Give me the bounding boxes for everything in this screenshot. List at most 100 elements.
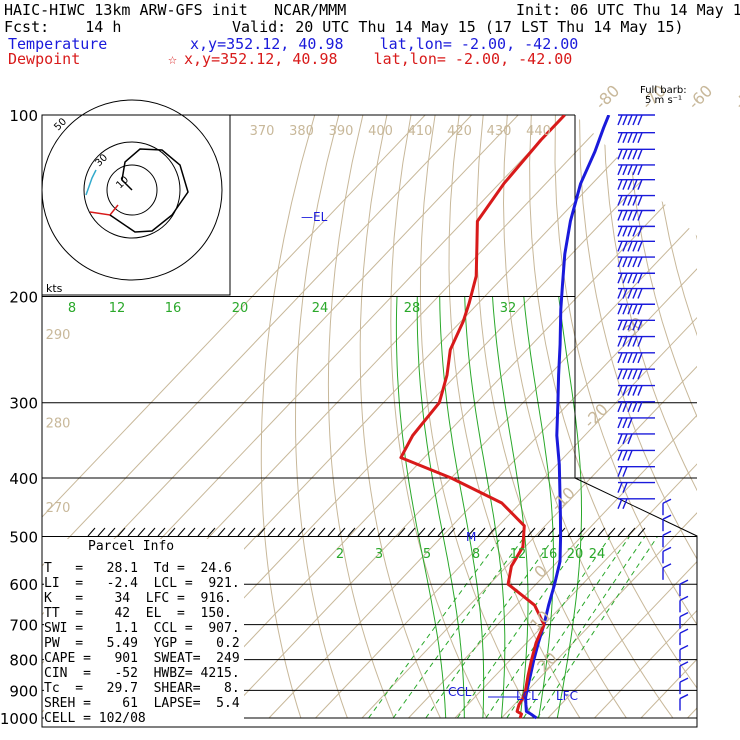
freezing-tick	[497, 527, 506, 537]
freezing-tick	[597, 527, 606, 537]
dry-adiabat	[327, 115, 395, 719]
curve-label-m: M	[466, 530, 476, 544]
moist-adiabat-label: 28	[404, 301, 421, 316]
isotherm-line	[361, 115, 697, 719]
hodograph-units: kts	[46, 282, 63, 295]
wind-barb	[679, 579, 689, 597]
dry-adiabat	[579, 115, 697, 719]
freezing-tick	[617, 527, 626, 537]
isotherm-label: -20	[580, 400, 612, 432]
curve-label-lcl: LCL	[516, 689, 538, 703]
parcel-info-row: CIN = -52 HWBZ= 4215.	[44, 666, 240, 681]
isotherm-line	[222, 115, 697, 719]
hodograph-trace-cyan	[85, 169, 97, 196]
isotherm-line	[547, 115, 697, 719]
curve-label-lfc: LFC	[556, 689, 578, 703]
init-time: Init: 06 UTC Thu 14 May 15	[516, 1, 740, 19]
isotherm-label: -50	[731, 81, 740, 113]
mixing-ratio-label: 20	[567, 547, 584, 562]
dry-adiabat	[529, 115, 697, 719]
theta-label: 410	[408, 124, 433, 139]
freezing-tick	[417, 527, 426, 537]
parcel-info-row: LI = -2.4 LCL = 921.	[44, 576, 240, 591]
wind-barb	[617, 465, 655, 477]
model-title: HAIC-HIWC 13km ARW-GFS init	[4, 1, 248, 19]
moist-adiabat-label: 8	[68, 301, 76, 316]
isotherm-line	[42, 115, 519, 719]
temperature-curve	[524, 115, 611, 720]
hodograph-ring-30	[83, 141, 181, 239]
mixing-ratio-label: 12	[510, 547, 527, 562]
parcel-info-row: SREH = 61 LAPSE= 5.4	[44, 696, 240, 711]
dry-adiabat	[260, 115, 316, 719]
theta-label: 290	[46, 328, 71, 343]
pressure-tick-label: 100	[9, 107, 38, 125]
theta-label: 370	[250, 124, 275, 139]
freezing-tick	[477, 527, 486, 537]
wind-barb	[617, 225, 655, 237]
dry-adiabat	[603, 115, 697, 719]
freezing-tick	[317, 527, 326, 537]
freezing-tick	[127, 527, 136, 537]
wind-barb	[617, 148, 655, 160]
wind-barb	[617, 256, 655, 268]
wind-barb	[617, 498, 655, 510]
freezing-tick	[97, 527, 106, 537]
freezing-tick	[217, 527, 226, 537]
theta-label: 280	[46, 417, 71, 432]
pressure-tick-label: 500	[9, 528, 38, 546]
mixing-ratio-label: 16	[541, 547, 558, 562]
freezing-tick	[177, 527, 186, 537]
plot-frame	[41, 115, 698, 728]
freezing-tick	[447, 527, 456, 537]
freezing-tick	[167, 527, 176, 537]
dewpoint-curve	[399, 115, 566, 719]
freezing-tick	[397, 527, 406, 537]
wind-barb	[617, 335, 655, 347]
pressure-tick-label: 200	[9, 289, 38, 307]
wind-barb	[617, 417, 655, 429]
mixing-ratio-line	[392, 536, 526, 719]
freezing-tick	[587, 527, 596, 537]
dry-adiabat	[359, 115, 441, 719]
freezing-tick	[237, 527, 246, 537]
theta-label: 390	[329, 124, 354, 139]
wind-barb	[617, 352, 655, 364]
wind-barb	[617, 433, 655, 445]
wind-barb	[617, 194, 655, 206]
freezing-tick	[277, 527, 286, 537]
wind-barb	[617, 384, 655, 396]
mixing-ratio-label: 8	[472, 547, 480, 562]
mixing-ratio-line	[506, 536, 630, 719]
freezing-tick	[137, 527, 146, 537]
wind-barb	[617, 272, 655, 284]
pressure-tick-label: 700	[9, 617, 38, 635]
parcel-info-row: Tc = 29.7 SHEAR= 8.	[44, 681, 240, 696]
isotherm-line	[640, 115, 697, 719]
isotherm-line	[315, 115, 697, 719]
parcel-info-row: CELL = 102/08	[44, 711, 146, 726]
isotherm-line	[594, 115, 697, 719]
freezing-tick	[547, 527, 556, 537]
freezing-tick	[467, 527, 476, 537]
wind-barb	[679, 644, 689, 662]
wind-barb	[617, 368, 655, 380]
moist-adiabat-label: 20	[232, 301, 249, 316]
freezing-tick	[607, 527, 616, 537]
pressure-tick-label: 300	[9, 395, 38, 413]
mixing-ratio-label: 24	[589, 547, 606, 562]
dry-adiabat	[502, 115, 674, 719]
wind-barb	[617, 209, 655, 221]
freezing-tick	[567, 527, 576, 537]
pressure-tick-label: 400	[9, 470, 38, 488]
freezing-tick	[487, 527, 496, 537]
curve-label-el: —EL	[301, 210, 328, 224]
dry-adiabat	[448, 115, 581, 719]
temperature-legend: Temperature	[8, 35, 108, 53]
wind-barb	[662, 498, 672, 516]
wind-barb	[617, 481, 655, 493]
freezing-tick	[337, 527, 346, 537]
freezing-tick	[457, 527, 466, 537]
freezing-tick	[507, 527, 516, 537]
parcel-info-row: K = 34 LFC = 916.	[44, 591, 232, 606]
